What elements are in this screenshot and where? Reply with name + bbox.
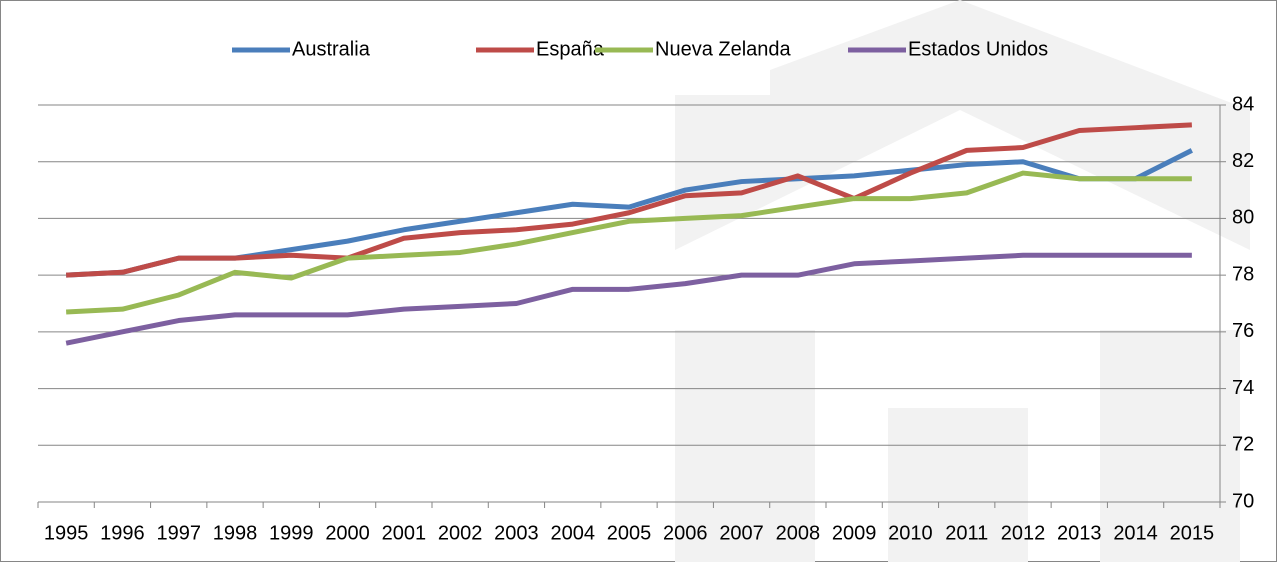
y-tick-label: 70 — [1232, 490, 1254, 512]
x-tick-label: 2000 — [325, 522, 370, 544]
x-tick-label: 1997 — [156, 522, 201, 544]
x-tick-label: 2008 — [776, 522, 821, 544]
x-tick-label: 2001 — [382, 522, 427, 544]
legend-label: Estados Unidos — [908, 38, 1048, 60]
page: {"chart_data": {"type": "line", "categor… — [0, 0, 1277, 562]
x-tick-label: 2012 — [1001, 522, 1046, 544]
x-tick-label: 2014 — [1113, 522, 1158, 544]
x-tick-label: 2004 — [550, 522, 595, 544]
legend-label: España — [536, 38, 605, 60]
x-tick-label: 2006 — [663, 522, 708, 544]
x-tick-label: 1996 — [100, 522, 145, 544]
x-tick-label: 2003 — [494, 522, 539, 544]
y-tick-label: 84 — [1232, 93, 1254, 115]
legend-label: Nueva Zelanda — [655, 38, 792, 60]
x-tick-label: 2007 — [719, 522, 764, 544]
x-tick-label: 2002 — [438, 522, 483, 544]
x-tick-label: 2009 — [832, 522, 877, 544]
x-tick-label: 2010 — [888, 522, 933, 544]
x-tick-label: 2013 — [1057, 522, 1102, 544]
legend-label: Australia — [292, 38, 371, 60]
x-tick-label: 2011 — [945, 522, 988, 544]
x-tick-label: 1995 — [44, 522, 89, 544]
y-tick-label: 76 — [1232, 320, 1254, 342]
chart: 70 72 74 76 78 80 82 84 1995 1996 1997 1998 1999 2000… — [0, 0, 1277, 562]
y-tick-label: 80 — [1232, 207, 1254, 229]
x-tick-label: 2005 — [607, 522, 652, 544]
x-tick-label: 1998 — [213, 522, 258, 544]
y-tick-label: 82 — [1232, 150, 1254, 172]
y-tick-label: 72 — [1232, 434, 1254, 456]
y-tick-label: 78 — [1232, 263, 1254, 285]
x-tick-label: 2015 — [1170, 522, 1215, 544]
x-tick-label: 1999 — [269, 522, 314, 544]
y-tick-label: 74 — [1232, 377, 1254, 399]
